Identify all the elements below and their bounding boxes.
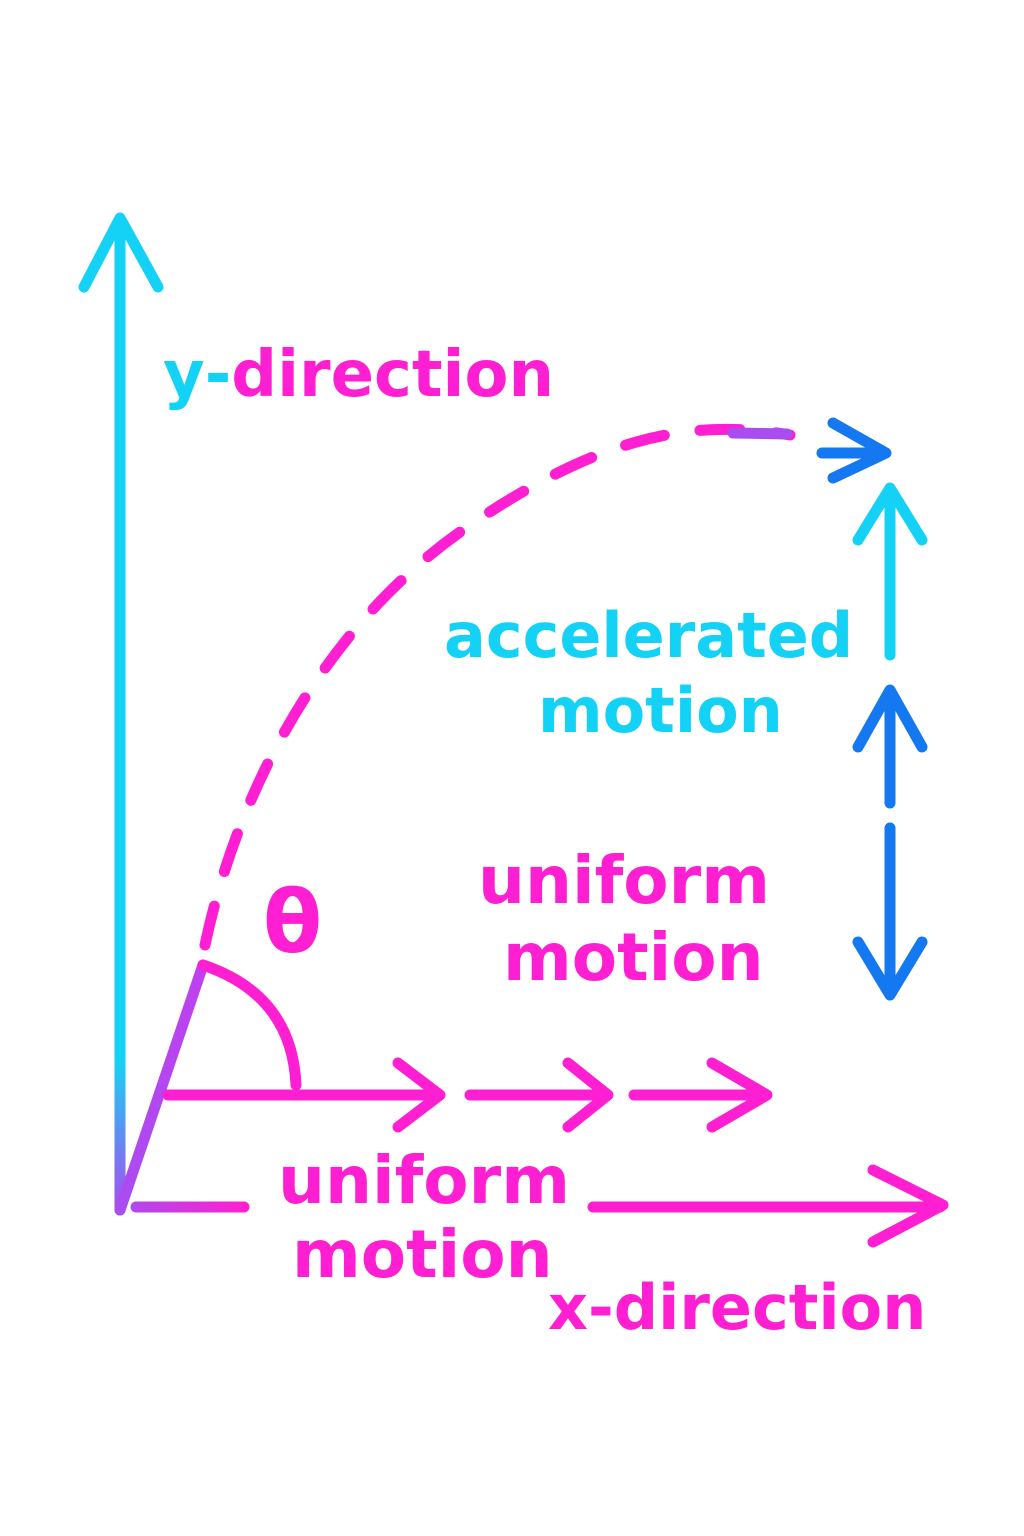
x-axis-arrowhead [867, 1164, 949, 1248]
y-direction-label-rest: direction [231, 338, 554, 412]
uniform-motion-bottom-label-line1: uniform [278, 1142, 570, 1219]
horizontal-velocity-arrowhead-1 [392, 1057, 446, 1133]
vertical-double-arrowhead-up [852, 684, 928, 753]
vertical-double-arrowhead-down [852, 936, 928, 1001]
vertical-acceleration-arrowhead [852, 482, 928, 546]
launch-line [114, 959, 209, 1216]
uniform-motion-right-label-line2: motion [503, 919, 764, 996]
trajectory-dashed-segment-end [727, 427, 793, 440]
angle-arc [197, 959, 302, 1091]
theta-label: θ [263, 873, 323, 973]
accelerated-motion-label-line1: accelerated [444, 599, 854, 672]
y-direction-label-prefix: y- [163, 338, 232, 412]
y-axis-arrowhead [78, 212, 164, 293]
trajectory-arrowhead [827, 417, 892, 484]
horizontal-velocity-arrowhead-3 [706, 1057, 773, 1133]
uniform-motion-bottom-label-line2: motion [292, 1216, 553, 1293]
uniform-motion-right-label-line1: uniform [478, 842, 770, 919]
trajectory-dashed-curve [199, 423, 796, 951]
y-direction-label: y-direction [163, 343, 554, 407]
horizontal-velocity-arrowhead-2 [562, 1057, 614, 1133]
x-direction-label: x-direction [548, 1271, 927, 1344]
accelerated-motion-label-line2: motion [538, 674, 783, 747]
